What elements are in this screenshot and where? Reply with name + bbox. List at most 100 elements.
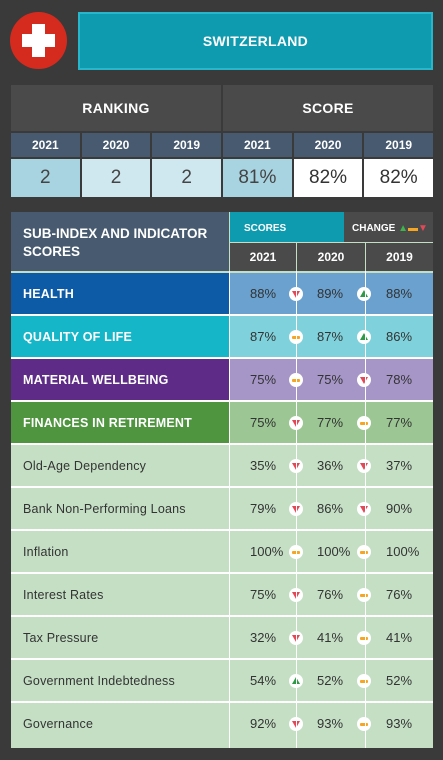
ranking-value: 2 — [81, 159, 151, 197]
score-cell: 75% — [317, 372, 344, 387]
score-value: 81% — [223, 159, 292, 197]
row-divider — [11, 572, 433, 574]
row-divider — [11, 314, 433, 316]
row-label: Tax Pressure — [11, 617, 229, 658]
down-arrow-icon — [357, 502, 371, 516]
no-change-icon — [357, 631, 371, 645]
score-cell: 78% — [386, 372, 413, 387]
score-cell: 86% — [386, 329, 413, 344]
score-cell: 32% — [250, 630, 277, 645]
score-cell: 77% — [386, 415, 413, 430]
year-header: 2021 — [230, 243, 296, 271]
row-label: QUALITY OF LIFE — [11, 316, 229, 357]
swiss-flag-icon — [10, 12, 67, 69]
row-label: HEALTH — [11, 273, 229, 314]
table-row: Interest Rates 75% 76% 76% — [11, 574, 433, 615]
score-cell: 41% — [317, 630, 344, 645]
row-label: Interest Rates — [11, 574, 229, 615]
row-values: 35% 36% 37% — [230, 445, 433, 486]
up-arrow-icon: ▲ — [398, 223, 409, 234]
score-cell: 90% — [386, 501, 413, 516]
score-year: 2021 — [223, 133, 292, 157]
score-value: 82% — [364, 159, 434, 197]
table-row: Governance 92% 93% 93% — [11, 703, 433, 744]
score-cell: 92% — [250, 716, 277, 731]
score-cell: 100% — [250, 544, 284, 559]
column-divider — [296, 271, 297, 748]
row-values: 75% 77% 77% — [230, 402, 433, 443]
score-year: 2019 — [364, 133, 434, 157]
table-row: QUALITY OF LIFE 87% 87% 86% — [11, 316, 433, 357]
down-arrow-icon — [357, 459, 371, 473]
row-values: 75% 76% 76% — [230, 574, 433, 615]
table-row: Old-Age Dependency 35% 36% 37% — [11, 445, 433, 486]
no-change-icon — [357, 588, 371, 602]
no-change-icon — [357, 717, 371, 731]
score-cell: 86% — [317, 501, 344, 516]
row-label: Inflation — [11, 531, 229, 572]
row-values: 75% 75% 78% — [230, 359, 433, 400]
table-row: HEALTH 88% 89% 88% — [11, 273, 433, 314]
no-change-icon — [357, 545, 371, 559]
row-label: FINANCES IN RETIREMENT — [11, 402, 229, 443]
row-divider — [11, 658, 433, 660]
ranking-year: 2021 — [11, 133, 80, 157]
ranking-year: 2020 — [81, 133, 151, 157]
score-cell: 75% — [250, 415, 277, 430]
row-divider — [11, 486, 433, 488]
row-values: 87% 87% 86% — [230, 316, 433, 357]
no-change-icon — [357, 674, 371, 688]
row-divider — [11, 701, 433, 703]
row-values: 54% 52% 52% — [230, 660, 433, 701]
ranking-year: 2019 — [152, 133, 222, 157]
score-cell: 88% — [386, 286, 413, 301]
down-arrow-icon — [357, 373, 371, 387]
table-row: Bank Non-Performing Loans 79% 86% 90% — [11, 488, 433, 529]
ranking-header: RANKING — [11, 85, 221, 131]
row-divider — [11, 443, 433, 445]
score-cell: 87% — [317, 329, 344, 344]
country-title: SWITZERLAND — [78, 12, 433, 70]
score-cell: 100% — [386, 544, 420, 559]
year-header: 2019 — [366, 243, 433, 271]
scores-label: SCORES — [230, 212, 344, 242]
score-cell: 93% — [317, 716, 344, 731]
score-cell: 93% — [386, 716, 413, 731]
row-divider — [11, 529, 433, 531]
down-arrow-icon: ▼ — [418, 223, 428, 234]
column-divider — [365, 271, 366, 748]
score-header: SCORE — [223, 85, 433, 131]
score-cell: 79% — [250, 501, 277, 516]
row-label: Bank Non-Performing Loans — [11, 488, 229, 529]
score-cell: 88% — [250, 286, 277, 301]
score-cell: 89% — [317, 286, 344, 301]
row-values: 79% 86% 90% — [230, 488, 433, 529]
row-divider — [11, 615, 433, 617]
row-values: 32% 41% 41% — [230, 617, 433, 658]
score-cell: 41% — [386, 630, 413, 645]
score-value: 82% — [293, 159, 363, 197]
row-divider — [11, 357, 433, 359]
year-header: 2020 — [297, 243, 365, 271]
score-cell: 75% — [250, 372, 277, 387]
score-cell: 35% — [250, 458, 277, 473]
change-legend: CHANGE ▲▬▼ — [344, 212, 433, 242]
change-label: CHANGE — [352, 223, 396, 234]
row-label: Government Indebtedness — [11, 660, 229, 701]
no-change-icon — [357, 416, 371, 430]
row-values: 92% 93% 93% — [230, 703, 433, 744]
score-cell: 77% — [317, 415, 344, 430]
table-row: FINANCES IN RETIREMENT 75% 77% 77% — [11, 402, 433, 443]
ranking-score-panel: RANKING SCORE 2021 2020 2019 2021 2020 2… — [11, 85, 434, 197]
ranking-value: 2 — [152, 159, 222, 197]
table-row: Tax Pressure 32% 41% 41% — [11, 617, 433, 658]
score-cell: 75% — [250, 587, 277, 602]
row-values: 100% 100% 100% — [230, 531, 433, 572]
up-arrow-icon — [357, 287, 371, 301]
row-divider — [11, 400, 433, 402]
same-dash-icon: ▬ — [408, 223, 419, 234]
score-year: 2020 — [293, 133, 363, 157]
score-cell: 87% — [250, 329, 277, 344]
score-cell: 76% — [317, 587, 344, 602]
table-row: Inflation 100% 100% 100% — [11, 531, 433, 572]
